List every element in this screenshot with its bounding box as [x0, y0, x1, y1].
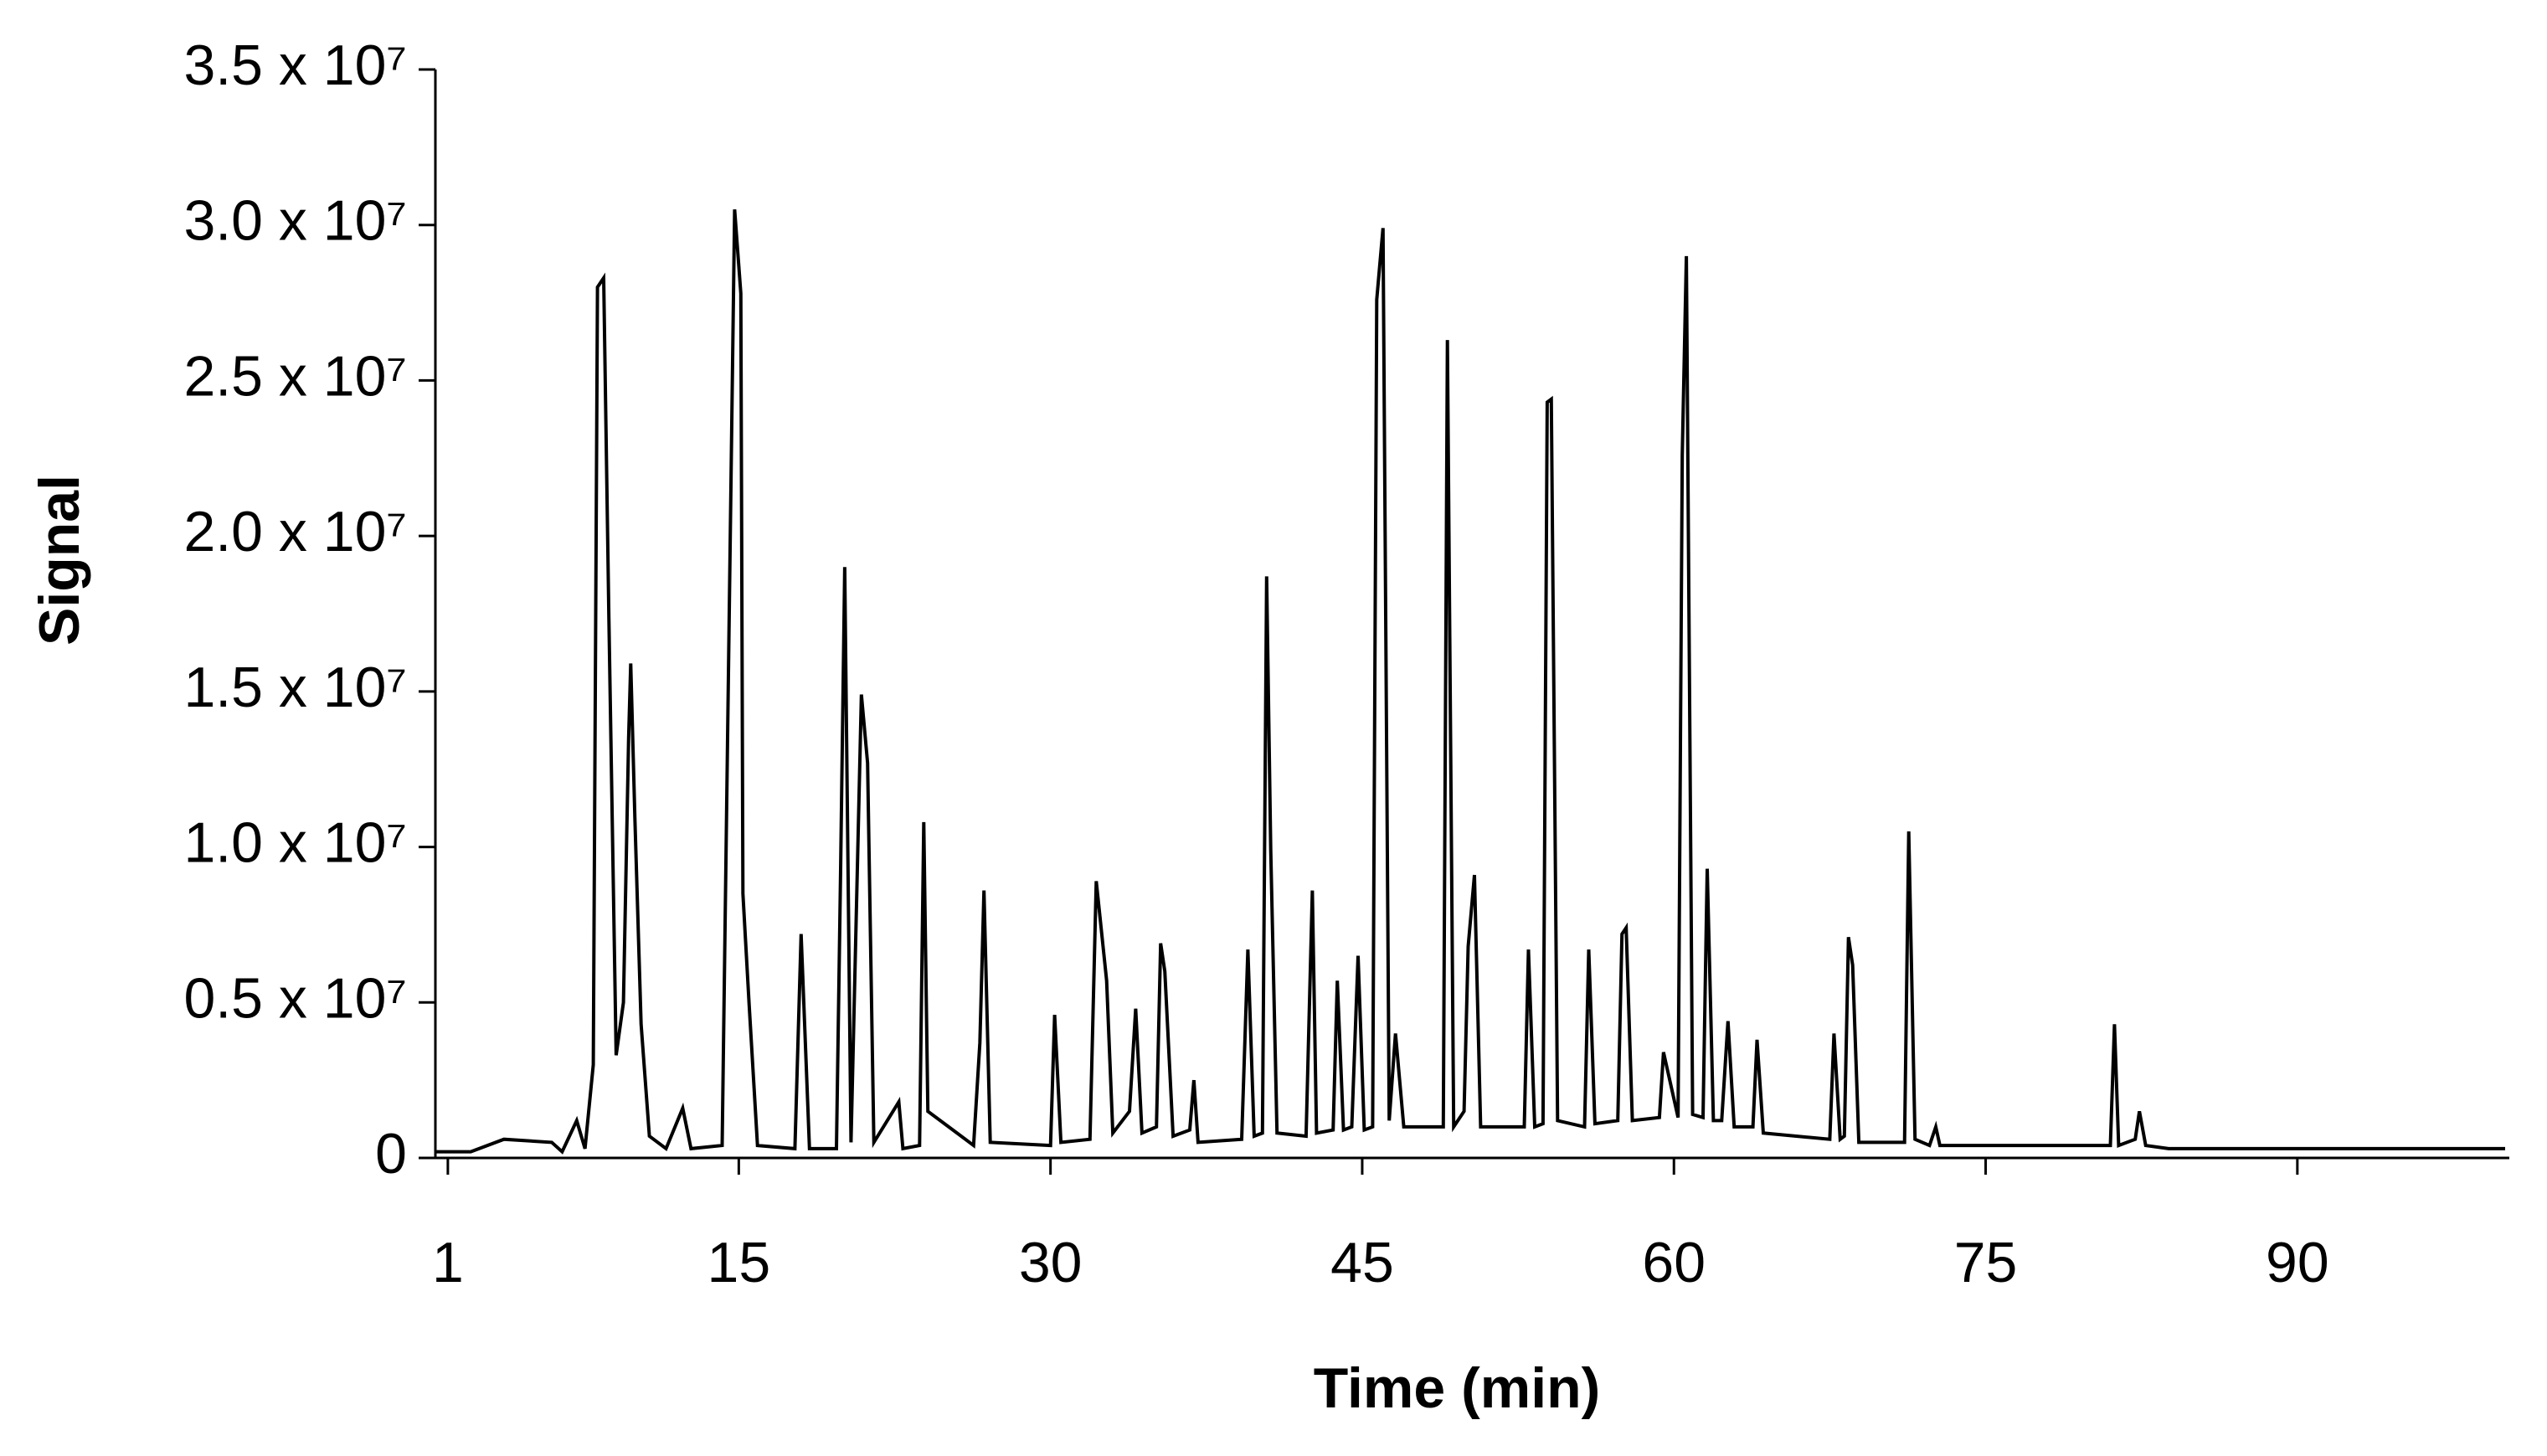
- x-tick-label: 15: [708, 1231, 771, 1294]
- y-tick-label: 0.5 x 10⁷: [183, 966, 407, 1030]
- x-tick-label: 30: [1019, 1231, 1083, 1294]
- x-tick-label: 1: [432, 1231, 464, 1294]
- y-tick-label: 3.5 x 10⁷: [183, 33, 407, 97]
- y-tick-label: 2.0 x 10⁷: [183, 500, 407, 563]
- x-tick-label: 45: [1330, 1231, 1394, 1294]
- y-tick-label: 1.5 x 10⁷: [183, 656, 407, 719]
- x-tick-label: 90: [2266, 1231, 2329, 1294]
- x-tick-label: 75: [1954, 1231, 2018, 1294]
- x-axis-title: Time (min): [1314, 1356, 1601, 1420]
- x-tick-label: 60: [1642, 1231, 1706, 1294]
- y-axis-title: Signal: [28, 475, 91, 646]
- signal-line: [435, 208, 2505, 1155]
- y-tick-label: 2.5 x 10⁷: [183, 344, 407, 408]
- y-tick-label: 1.0 x 10⁷: [183, 811, 407, 875]
- y-tick-label: 0: [375, 1122, 407, 1186]
- y-tick-label: 3.0 x 10⁷: [183, 189, 407, 253]
